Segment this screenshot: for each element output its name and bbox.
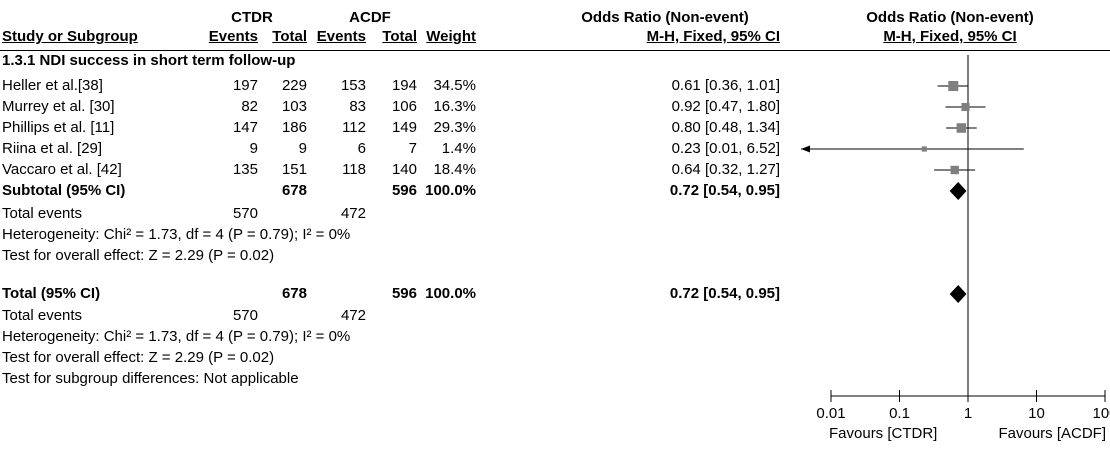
total-events-label: Total events: [2, 307, 83, 324]
total-events-acdf: 472: [340, 307, 366, 324]
events-acdf: 6: [357, 140, 366, 157]
subtotal-weight: 100.0%: [425, 182, 476, 199]
events2-header: Events: [316, 28, 366, 45]
point-estimate-square: [948, 81, 959, 91]
x-tick-label: 0.01: [816, 405, 845, 422]
events-ctdr: 82: [241, 98, 258, 115]
weight-value: 16.3%: [433, 98, 476, 115]
or-ci-value: 0.23 [0.01, 6.52]: [671, 140, 780, 157]
total-acdf: 7: [408, 140, 417, 157]
weight-header: Weight: [426, 28, 476, 45]
total-acdf: 106: [391, 98, 417, 115]
events-acdf: 83: [349, 98, 366, 115]
events-ctdr: 9: [249, 140, 258, 157]
total-ctdr: 186: [281, 119, 307, 136]
header-rule: [0, 50, 1110, 51]
total-acdf: 149: [391, 119, 417, 136]
subtotal-or-ci: 0.72 [0.54, 0.95]: [669, 182, 780, 199]
study-name: Vaccaro et al. [42]: [2, 161, 122, 178]
or-ci-value: 0.80 [0.48, 1.34]: [671, 119, 780, 136]
total-acdf: 194: [391, 77, 417, 94]
or-ci-value: 0.64 [0.32, 1.27]: [671, 161, 780, 178]
subtotal-events-label: Total events: [2, 205, 83, 222]
study-name: Phillips et al. [11]: [2, 119, 115, 136]
total-label: Total (95% CI): [2, 285, 101, 302]
weight-value: 34.5%: [433, 77, 476, 94]
total-ctdr: 229: [281, 77, 307, 94]
events-acdf: 118: [342, 161, 366, 178]
subgroup-differences: Test for subgroup differences: Not appli…: [2, 370, 299, 387]
group1-header: CTDR: [231, 9, 273, 26]
total2-header: Total: [382, 28, 417, 45]
subtotal-total-ctdr: 678: [281, 182, 307, 199]
weight-value: 18.4%: [433, 161, 476, 178]
or-column-method: M-H, Fixed, 95% CI: [646, 28, 780, 45]
events-ctdr: 197: [232, 77, 258, 94]
total-overall-effect: Test for overall effect: Z = 2.29 (P = 0…: [2, 349, 275, 366]
or-ci-value: 0.61 [0.36, 1.01]: [671, 77, 780, 94]
favours-left-label: Favours [CTDR]: [829, 425, 937, 442]
x-tick-label: 1: [964, 405, 972, 422]
point-estimate-square: [921, 146, 927, 152]
total-diamond: [949, 285, 967, 303]
study-name: Riina et al. [29]: [2, 140, 103, 157]
x-tick-label: 0.1: [889, 405, 910, 422]
total-or-ci: 0.72 [0.54, 0.95]: [669, 285, 780, 302]
events-ctdr: 147: [232, 119, 258, 136]
favours-right-label: Favours [ACDF]: [998, 425, 1106, 442]
subtotal-events-ctdr: 570: [232, 205, 258, 222]
total-total-ctdr: 678: [281, 285, 307, 302]
weight-value: 29.3%: [433, 119, 476, 136]
subtotal-label: Subtotal (95% CI): [2, 182, 126, 199]
subgroup-label: 1.3.1 NDI success in short term follow-u…: [2, 52, 296, 69]
or-column-title: Odds Ratio (Non-event): [581, 9, 749, 26]
total-heterogeneity: Heterogeneity: Chi² = 1.73, df = 4 (P = …: [2, 328, 351, 345]
subtotal-diamond: [949, 182, 967, 200]
point-estimate-square: [950, 165, 959, 175]
study-name: Heller et al.[38]: [2, 77, 103, 94]
point-estimate-square: [956, 123, 967, 133]
total-ctdr: 9: [298, 140, 307, 157]
total1-header: Total: [272, 28, 307, 45]
events1-header: Events: [208, 28, 258, 45]
or-ci-value: 0.92 [0.47, 1.80]: [671, 98, 780, 115]
total-events-ctdr: 570: [232, 307, 258, 324]
ci-arrow-left: [801, 145, 810, 153]
x-tick-label: 10: [1028, 405, 1045, 422]
study-column-header: Study or Subgroup: [2, 28, 138, 45]
events-acdf: 112: [342, 119, 366, 136]
weight-value: 1.4%: [441, 140, 476, 157]
point-estimate-square: [961, 102, 970, 112]
subtotal-total-acdf: 596: [391, 182, 417, 199]
total-weight: 100.0%: [425, 285, 476, 302]
group2-header: ACDF: [349, 9, 391, 26]
subtotal-overall-effect: Test for overall effect: Z = 2.29 (P = 0…: [2, 247, 275, 264]
total-total-acdf: 596: [391, 285, 417, 302]
x-tick-label: 100: [1092, 405, 1110, 422]
subtotal-heterogeneity: Heterogeneity: Chi² = 1.73, df = 4 (P = …: [2, 226, 351, 243]
total-ctdr: 103: [281, 98, 307, 115]
study-name: Murrey et al. [30]: [2, 98, 115, 115]
events-acdf: 153: [340, 77, 366, 94]
plot-method: M-H, Fixed, 95% CI: [883, 28, 1017, 45]
plot-title: Odds Ratio (Non-event): [866, 9, 1034, 26]
events-ctdr: 135: [232, 161, 258, 178]
total-acdf: 140: [391, 161, 417, 178]
subtotal-events-acdf: 472: [340, 205, 366, 222]
total-ctdr: 151: [281, 161, 307, 178]
